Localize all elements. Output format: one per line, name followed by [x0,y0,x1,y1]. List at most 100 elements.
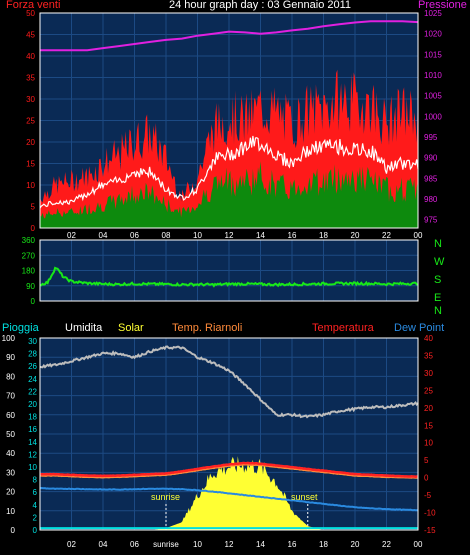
x-tick-label-bottom: 20 [351,540,360,549]
wind-frame [39,12,419,229]
percent-tick-label: 90 [6,353,15,362]
pressure-tick-label: 995 [424,133,438,142]
x-tick-label-top: 00 [414,231,423,240]
rain-tick-label: 28 [28,350,37,359]
x-tick-label-top: 18 [319,231,328,240]
pressure-tick-label: 1000 [424,112,442,121]
temperature-tick-label: 20 [424,404,433,413]
sunrise-annotation: sunrise [151,492,180,502]
temperature-tick-label: 30 [424,369,433,378]
weather-frame [39,337,419,531]
wind-label: Forza venti [6,0,60,11]
rain-tick-label: 4 [33,501,38,510]
x-tick-label-bottom: 00 [414,540,423,549]
rain-tick-label: 8 [33,476,38,485]
direction-tick-label: 0 [31,297,36,306]
rain-tick-label: 10 [28,463,37,472]
percent-tick-label: 70 [6,392,15,401]
percent-tick-label: 60 [6,411,15,420]
temperature-tick-label: -10 [424,509,436,518]
wind-tick-label: 20 [26,138,35,147]
x-tick-label-top: 20 [351,231,360,240]
rain-tick-label: 12 [28,450,37,459]
rain-tick-label: 6 [33,488,38,497]
dew-point-line [39,486,418,512]
direction-frame [39,239,419,302]
pressure-label: Pressione [418,0,467,11]
direction-tick-label: 270 [22,251,36,260]
solar-label: Solar [118,322,144,334]
wind-tick-label: 35 [26,74,35,83]
direction-tick-label: 90 [26,282,35,291]
x-tick-label-top: 02 [67,231,76,240]
rain-tick-label: 20 [28,400,37,409]
rain-tick-label: 30 [28,337,37,346]
wind-tick-label: 10 [26,181,35,190]
rain-label: Pioggia [2,322,40,334]
x-tick-label-bottom: 14 [256,540,265,549]
direction-tick-label: 360 [22,236,36,245]
wind-base-area [40,161,418,228]
wind-tick-label: 45 [26,31,35,40]
wind-tick-label: 0 [31,224,36,233]
percent-tick-label: 30 [6,468,15,477]
pressure-tick-label: 1015 [424,50,442,59]
rain-tick-label: 2 [33,513,38,522]
x-tick-label-top: 04 [99,231,108,240]
x-tick-label-top: 08 [162,231,171,240]
temperature-tick-label: 40 [424,334,433,343]
temperature-tick-label: 10 [424,439,433,448]
rain-tick-label: 22 [28,387,37,396]
compass-label-n2: N [434,305,442,317]
pressure-tick-label: 1020 [424,30,442,39]
temperature-tick-label: -5 [424,491,432,500]
humidity-label: Umidita [65,322,103,334]
temperature-tick-label: 35 [424,351,433,360]
percent-tick-label: 50 [6,430,15,439]
direction-line [39,266,419,288]
pressure-line [40,20,419,52]
chart-title: 24 hour graph day : 03 Gennaio 2011 [169,0,351,11]
heat-label: Temp. Riarnoli [172,322,242,334]
wind-tick-label: 50 [26,9,35,18]
rain-tick-label: 14 [28,438,37,447]
percent-tick-label: 10 [6,507,15,516]
temperature-line [39,461,418,478]
rain-tick-label: 16 [28,425,37,434]
compass-label-w: W [434,256,445,268]
humidity-line [39,345,419,419]
temperature-tick-label: 15 [424,421,433,430]
pressure-tick-label: 980 [424,195,438,204]
temperature-tick-label: -15 [424,526,436,535]
rain-tick-label: 0 [33,526,38,535]
x-tick-label-bottom: 10 [193,540,202,549]
direction-tick-label: 180 [22,267,36,276]
heat-index-line [40,463,419,479]
wind-tick-label: 30 [26,95,35,104]
rain-tick-label: 24 [28,375,37,384]
percent-tick-label: 0 [11,526,16,535]
temp-label: Temperatura [312,322,375,334]
pressure-tick-label: 985 [424,174,438,183]
rain-tick-label: 26 [28,362,37,371]
chart-marks [39,20,419,530]
x-tick-label-bottom: 06 [130,540,139,549]
sunset-annotation: sunset [291,492,318,502]
x-tick-label-top: 22 [382,231,391,240]
pressure-tick-label: 1025 [424,9,442,18]
temperature-tick-label: 5 [424,456,429,465]
compass-label-n1: N [434,238,442,250]
x-tick-label-top: 14 [256,231,265,240]
percent-tick-label: 40 [6,449,15,458]
rain-tick-label: 18 [28,413,37,422]
temperature-tick-label: 0 [424,474,429,483]
pressure-tick-label: 990 [424,154,438,163]
pressure-tick-label: 975 [424,216,438,225]
pressure-tick-label: 1010 [424,71,442,80]
wind-tick-label: 15 [26,160,35,169]
temperature-tick-label: 25 [424,386,433,395]
x-tick-label-top: 10 [193,231,202,240]
wind-tick-label: 40 [26,52,35,61]
pressure-tick-label: 1005 [424,92,442,101]
percent-tick-label: 80 [6,372,15,381]
